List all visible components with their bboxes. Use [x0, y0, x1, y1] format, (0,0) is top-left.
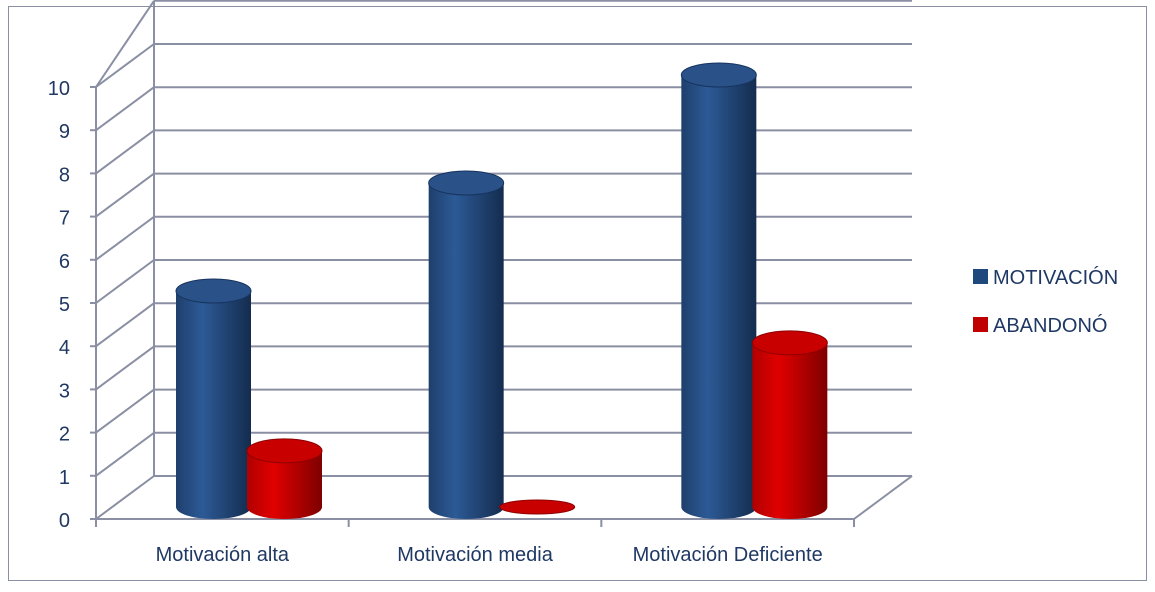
- gridline-side: [95, 129, 155, 175]
- legend-swatch: [973, 317, 988, 332]
- y-tick-label: 1: [59, 467, 70, 489]
- floor-right-edge: [853, 475, 913, 520]
- x-tick-label: Motivación media: [397, 544, 554, 566]
- bar: [499, 499, 576, 515]
- x-tick-label: Motivación Deficiente: [633, 544, 823, 566]
- gridline: [95, 172, 912, 218]
- y-tick-label: 6: [59, 251, 70, 273]
- legend-label: MOTIVACIÓN: [993, 266, 1118, 289]
- gridline-side: [95, 86, 155, 132]
- y-tick-label: 9: [59, 121, 70, 143]
- y-tick-label: 2: [59, 424, 70, 446]
- bar-body: [752, 342, 828, 519]
- y-tick-label: 7: [59, 208, 70, 230]
- gridline-side: [95, 259, 155, 304]
- y-tick-label: 4: [59, 337, 70, 359]
- gridline-side: [95, 302, 155, 348]
- bar-top: [175, 278, 252, 304]
- y-tick-label: 3: [59, 380, 70, 402]
- gridline: [95, 86, 912, 132]
- side-wall-top: [95, 0, 155, 88]
- y-tick-label: 0: [59, 510, 70, 532]
- legend-entry: ABANDONÓ: [973, 314, 1107, 337]
- legend-swatch: [973, 269, 988, 284]
- bar: [751, 330, 828, 519]
- gridline: [95, 129, 912, 175]
- gridline-side: [95, 43, 155, 88]
- bar-top: [680, 62, 757, 88]
- bar: [246, 438, 323, 519]
- bar-top: [246, 438, 323, 464]
- y-tick-label: 8: [59, 164, 70, 186]
- bar-top: [751, 330, 828, 356]
- gridline-side: [95, 172, 155, 218]
- bar: [680, 62, 757, 519]
- x-tick-label: Motivación alta: [156, 544, 290, 566]
- bar-body: [247, 450, 322, 519]
- gridline: [95, 302, 912, 348]
- bar: [428, 170, 505, 519]
- bar-body: [681, 75, 757, 519]
- gridline-side: [95, 475, 155, 520]
- y-tick-label: 10: [48, 78, 70, 100]
- gridline: [95, 259, 912, 304]
- gridline-side: [95, 431, 155, 477]
- y-tick-label: 5: [59, 294, 70, 316]
- bar: [175, 278, 252, 519]
- legend-entry: MOTIVACIÓN: [973, 266, 1118, 289]
- bar-body: [428, 183, 504, 519]
- gridline-side: [95, 388, 155, 434]
- gridline: [95, 43, 912, 88]
- bar-body: [176, 291, 251, 519]
- gridline: [95, 215, 912, 261]
- legend-label: ABANDONÓ: [993, 314, 1107, 337]
- bar-base: [499, 499, 576, 515]
- bar-top: [428, 170, 505, 196]
- gridline-side: [95, 215, 155, 261]
- gridline-side: [95, 345, 155, 391]
